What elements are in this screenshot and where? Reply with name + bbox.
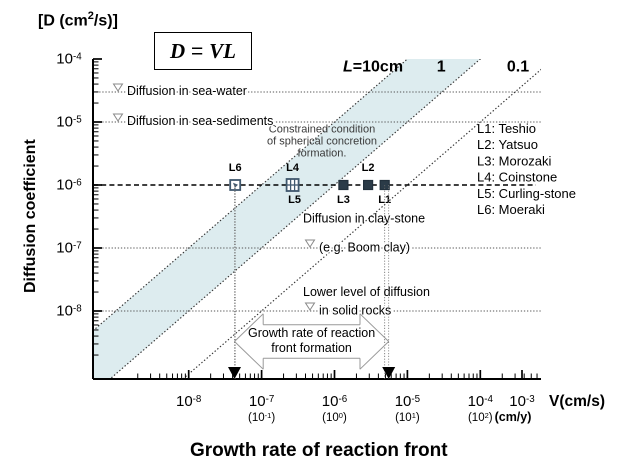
svg-text:(10-1): (10-1)	[248, 411, 275, 424]
svg-text:L6: L6	[229, 162, 242, 174]
svg-text:Growth rate of reaction: Growth rate of reaction	[248, 326, 375, 340]
svg-text:10-8: 10-8	[176, 393, 202, 410]
svg-text:in solid rocks: in solid rocks	[319, 304, 391, 318]
svg-text:front formation: front formation	[271, 341, 352, 355]
svg-text:V(cm/s): V(cm/s)	[549, 393, 605, 410]
svg-text:10-8: 10-8	[56, 303, 82, 320]
svg-text:formation.: formation.	[298, 148, 347, 160]
svg-text:10-4: 10-4	[56, 51, 82, 68]
svg-text:10-7: 10-7	[56, 240, 81, 257]
svg-text:L4: L4	[286, 162, 300, 174]
svg-text:L4: Coinstone: L4: Coinstone	[477, 170, 557, 185]
svg-text:10-5: 10-5	[395, 393, 421, 410]
svg-text:Diffusion in sea-sediments: Diffusion in sea-sediments	[127, 114, 273, 128]
svg-text:1: 1	[437, 58, 446, 75]
svg-text:L1: Teshio: L1: Teshio	[477, 121, 536, 136]
svg-text:(e.g. Boom clay): (e.g. Boom clay)	[319, 241, 410, 255]
svg-text:L3: L3	[337, 194, 350, 206]
svg-text:L2: Yatsuo: L2: Yatsuo	[477, 137, 538, 152]
svg-text:Constrained condition: Constrained condition	[269, 124, 375, 136]
svg-text:10-4: 10-4	[468, 393, 494, 410]
svg-text:(101): (101)	[395, 411, 420, 424]
svg-text:10-6: 10-6	[56, 177, 82, 194]
svg-text:L5: Curling-stone: L5: Curling-stone	[477, 186, 576, 201]
svg-text:L6: Moeraki: L6: Moeraki	[477, 202, 545, 217]
svg-text:(102): (102)	[468, 411, 493, 424]
svg-text:L3: Morozaki: L3: Morozaki	[477, 153, 552, 168]
svg-text:Lower level of diffusion: Lower level of diffusion	[303, 285, 430, 299]
svg-text:10-3: 10-3	[509, 393, 535, 410]
svg-text:L=10cm: L=10cm	[343, 59, 403, 76]
svg-text:of spherical concretion: of spherical concretion	[267, 136, 377, 148]
svg-text:(cm/y): (cm/y)	[495, 410, 532, 424]
svg-text:L2: L2	[362, 162, 375, 174]
svg-text:Diffusion in clay-stone: Diffusion in clay-stone	[303, 212, 425, 226]
svg-text:10-5: 10-5	[56, 114, 82, 131]
svg-text:10-7: 10-7	[249, 393, 274, 410]
svg-text:Diffusion in sea-water: Diffusion in sea-water	[127, 84, 247, 98]
svg-text:(100): (100)	[322, 411, 347, 424]
svg-text:L5: L5	[288, 194, 301, 206]
svg-text:0.1: 0.1	[507, 58, 529, 75]
svg-text:10-6: 10-6	[322, 393, 348, 410]
